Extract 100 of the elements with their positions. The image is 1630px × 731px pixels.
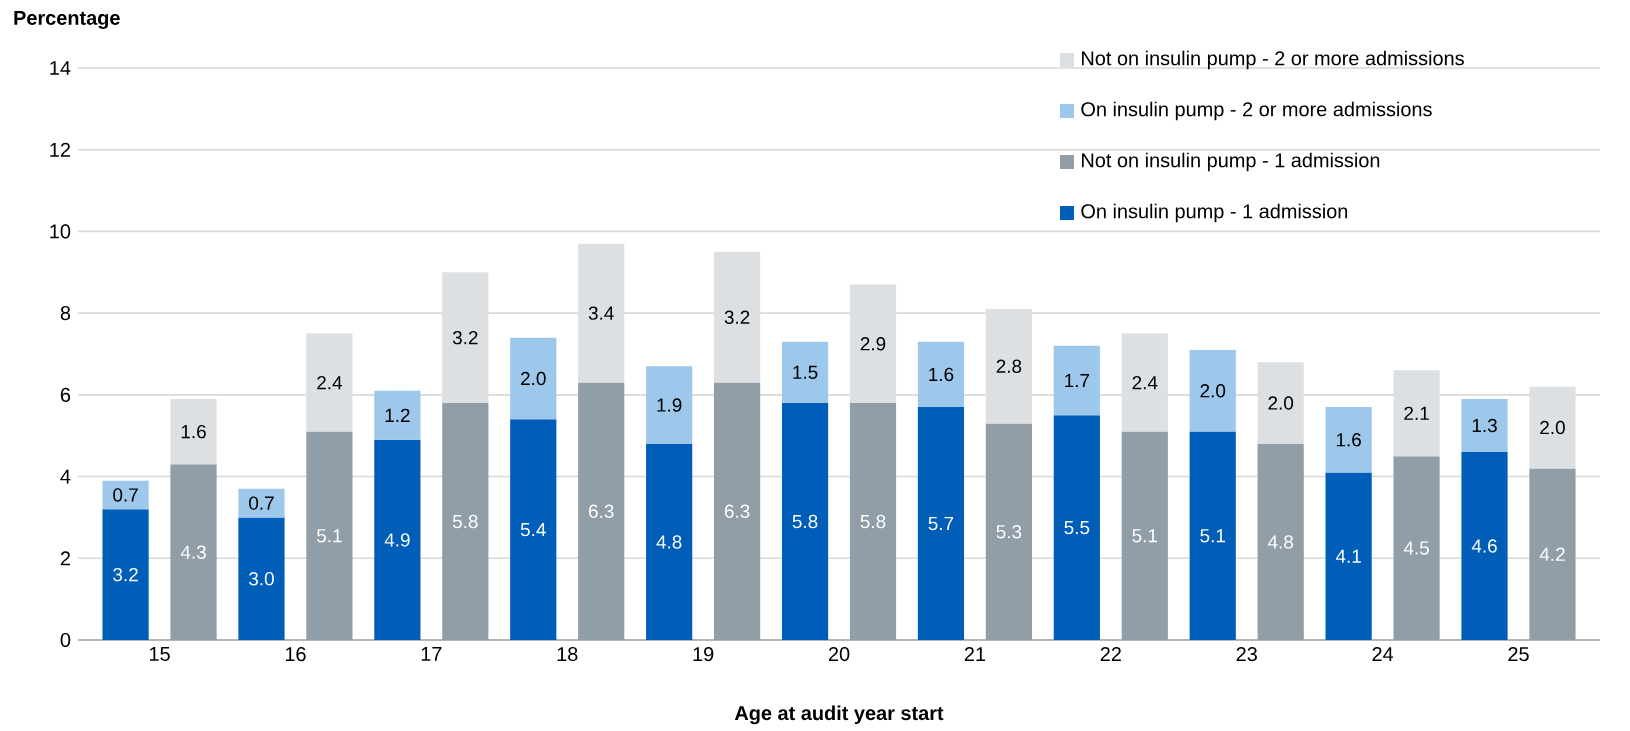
- data-label: 2.1: [1404, 406, 1429, 420]
- legend-label: Not on insulin pump - 2 or more admissions: [1082, 50, 1464, 70]
- y-tick-label: 2: [60, 551, 70, 566]
- bar: [1121, 431, 1168, 641]
- data-label: 4.8: [1267, 535, 1294, 549]
- data-label: 3.0: [249, 572, 274, 586]
- data-label: 5.7: [928, 517, 954, 531]
- bar: [510, 419, 557, 641]
- data-label: 1.6: [181, 424, 206, 439]
- x-tick-label: 25: [1508, 647, 1529, 662]
- bar: [374, 439, 421, 641]
- legend-label: On insulin pump - 1 admission: [1081, 203, 1348, 223]
- x-tick-label: 18: [557, 647, 578, 662]
- data-label: 1.7: [1065, 374, 1090, 388]
- bar: [102, 509, 149, 641]
- bar: [238, 488, 285, 518]
- bar: [713, 382, 761, 641]
- bar: [917, 341, 965, 408]
- data-label: 2.4: [1132, 376, 1158, 390]
- data-label: 5.3: [996, 525, 1022, 539]
- data-label: 2.0: [1540, 420, 1565, 435]
- data-label: 5.8: [860, 514, 886, 529]
- bar: [170, 464, 217, 641]
- x-tick-label: 21: [964, 647, 986, 662]
- x-tick-label: 15: [150, 647, 170, 661]
- bar: [917, 407, 965, 641]
- bar: [1053, 345, 1100, 416]
- data-label: 6.3: [589, 504, 614, 519]
- bar: [578, 243, 625, 383]
- data-label: 3.4: [588, 306, 614, 320]
- bar: [1325, 472, 1372, 641]
- data-label: 2.0: [1200, 384, 1226, 398]
- data-label: 4.2: [1539, 547, 1565, 561]
- x-tick-label: 23: [1236, 647, 1257, 662]
- bar: [985, 423, 1032, 641]
- data-label: 2.0: [1268, 396, 1294, 410]
- x-tick-label: 16: [285, 647, 306, 662]
- bar: [849, 403, 897, 641]
- data-label: 1.9: [657, 398, 682, 412]
- data-label: 4.1: [1335, 549, 1361, 563]
- y-axis-title: Percentage: [14, 11, 120, 30]
- y-tick-label: 12: [50, 142, 70, 157]
- bar: [1189, 349, 1236, 432]
- data-label: 4.6: [1471, 539, 1497, 553]
- x-tick-label: 22: [1100, 647, 1121, 662]
- data-label: 1.6: [929, 367, 954, 382]
- data-label: 4.5: [1403, 541, 1429, 555]
- y-tick-label: 6: [60, 387, 71, 402]
- bar: [1325, 407, 1372, 473]
- bar: [1529, 386, 1576, 469]
- data-label: 5.8: [452, 514, 478, 529]
- data-label: 2.0: [521, 371, 546, 386]
- bar: [1529, 468, 1576, 641]
- data-label: 5.1: [1200, 529, 1225, 543]
- bar: [1121, 333, 1168, 432]
- y-tick-label: 4: [60, 469, 71, 484]
- data-label: 5.1: [1132, 529, 1158, 543]
- y-tick-label: 14: [50, 61, 71, 75]
- bar: [442, 272, 489, 404]
- bar: [713, 251, 761, 383]
- data-label: 6.3: [724, 504, 750, 519]
- bar: [1461, 452, 1508, 641]
- bar: [781, 403, 829, 641]
- bar: [374, 390, 421, 440]
- data-label: 0.7: [249, 496, 274, 510]
- y-tick-label: 8: [60, 306, 71, 321]
- bar: [578, 382, 625, 641]
- data-label: 5.5: [1064, 521, 1090, 535]
- data-label: 4.3: [180, 545, 206, 559]
- x-tick-label: 19: [693, 647, 714, 662]
- bar: [442, 403, 489, 641]
- data-label: 2.4: [317, 376, 343, 390]
- bar: [1461, 399, 1508, 453]
- x-tick-label: 24: [1372, 647, 1394, 662]
- bar: [306, 333, 353, 432]
- bar: [1393, 370, 1440, 457]
- data-label: 2.8: [996, 359, 1022, 374]
- data-label: 0.7: [113, 488, 138, 502]
- data-label: 4.9: [384, 533, 410, 547]
- data-label: 5.1: [317, 529, 342, 543]
- x-tick-label: 20: [828, 647, 850, 662]
- bar: [1053, 415, 1100, 641]
- data-label: 1.2: [385, 408, 410, 422]
- legend-label: On insulin pump - 2 or more admissions: [1081, 101, 1432, 121]
- legend-label: Not on insulin pump - 1 admission: [1082, 152, 1380, 172]
- data-label: 1.3: [1472, 418, 1497, 433]
- bar: [306, 431, 353, 641]
- y-tick-label: 0: [60, 633, 71, 648]
- data-label: 2.9: [860, 337, 886, 351]
- bar: [1189, 431, 1236, 641]
- bar: [985, 309, 1032, 424]
- data-label: 5.8: [792, 514, 818, 529]
- bar: [1257, 443, 1304, 641]
- y-tick-label: 10: [50, 224, 71, 239]
- data-label: 1.6: [1336, 433, 1361, 447]
- data-label: 5.4: [520, 523, 546, 537]
- x-axis-title: Age at audit year start: [734, 705, 944, 725]
- data-label: 4.8: [656, 535, 682, 549]
- data-label: 1.5: [793, 365, 818, 380]
- bar: [849, 284, 897, 404]
